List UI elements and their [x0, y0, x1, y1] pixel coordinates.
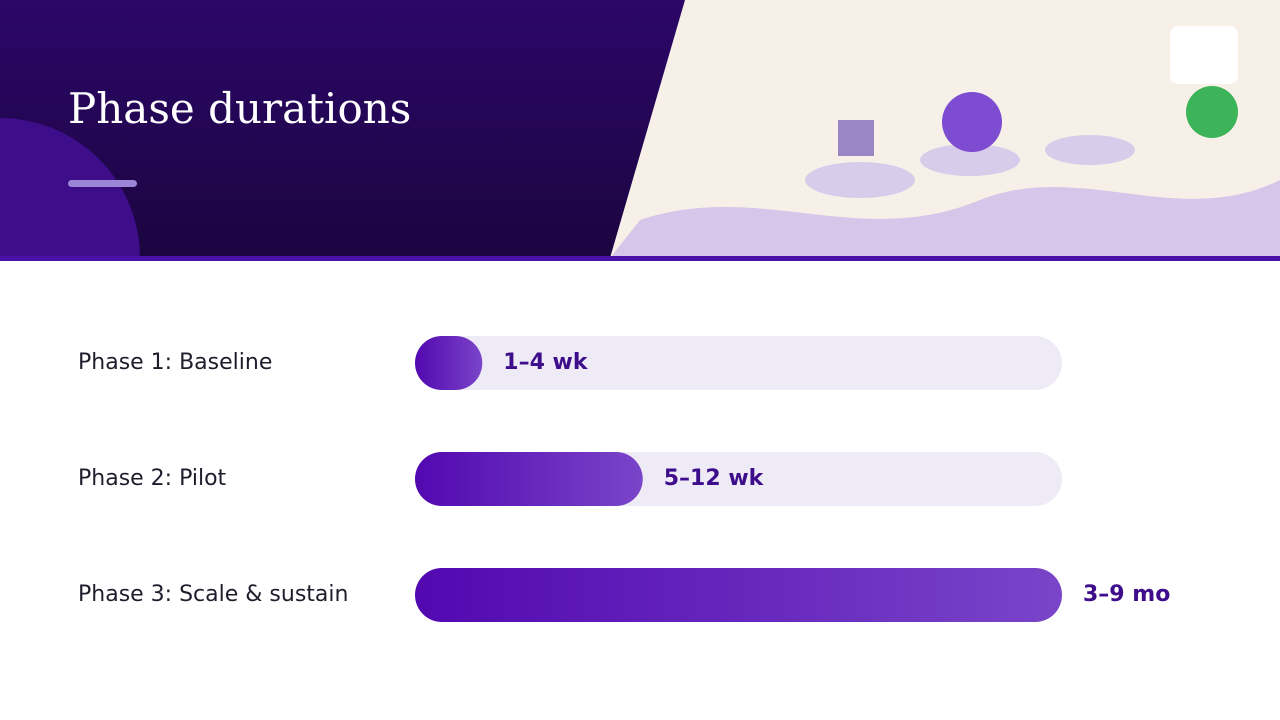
chart-title: Phase durations	[68, 84, 411, 133]
header: Phase durations	[0, 0, 1280, 261]
duration-label: 1–4 wk	[503, 350, 589, 375]
bar	[415, 452, 643, 506]
bar	[415, 568, 1062, 622]
illustration-platform	[1045, 135, 1135, 165]
header-rule	[0, 256, 1280, 261]
category-label: Phase 1: Baseline	[78, 350, 272, 375]
duration-label: 5–12 wk	[664, 466, 765, 491]
illustration-sphere	[1186, 86, 1238, 138]
decor-circle	[0, 118, 140, 258]
illustration-sphere	[942, 92, 1002, 152]
duration-label: 3–9 mo	[1083, 582, 1170, 607]
title-underline	[68, 180, 137, 187]
illustration-platform	[805, 162, 915, 198]
category-label: Phase 2: Pilot	[78, 466, 227, 491]
category-label: Phase 3: Scale & sustain	[78, 582, 348, 607]
logo-box	[1170, 26, 1238, 84]
illustration-cubes	[838, 120, 874, 156]
bar-track	[415, 336, 1062, 390]
illustration-wave	[610, 180, 1280, 258]
bar	[415, 336, 483, 390]
illustration-platform	[920, 144, 1020, 176]
